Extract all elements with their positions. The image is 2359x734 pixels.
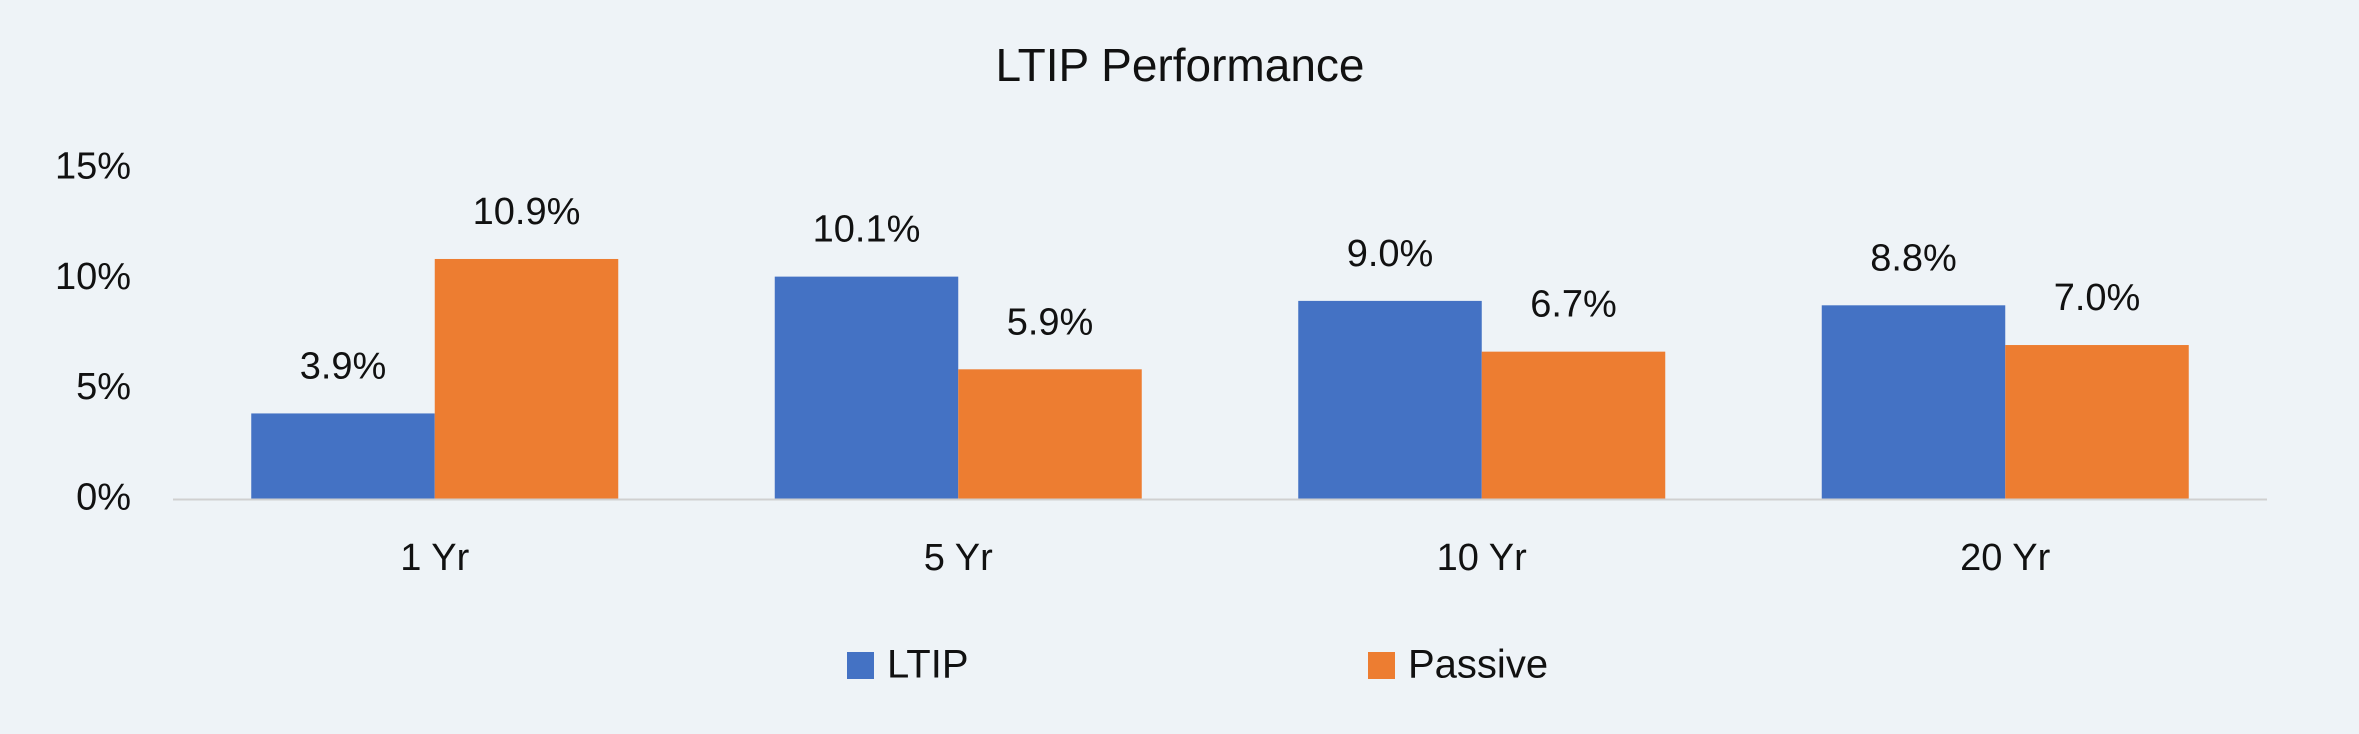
x-tick-label: 20 Yr xyxy=(1960,537,2050,579)
data-label: 8.8% xyxy=(1870,237,1957,279)
data-label: 10.1% xyxy=(813,209,921,251)
y-tick-label: 0% xyxy=(76,477,131,519)
data-label: 6.7% xyxy=(1530,284,1617,326)
bar xyxy=(1298,300,1482,500)
data-label: 7.0% xyxy=(2054,277,2141,319)
bar xyxy=(774,276,959,500)
y-tick-label: 15% xyxy=(55,146,131,188)
legend-label: LTIP xyxy=(887,643,969,687)
bar xyxy=(1481,351,1666,500)
data-label: 3.9% xyxy=(300,345,387,387)
data-label: 9.0% xyxy=(1347,233,1434,275)
data-label: 10.9% xyxy=(473,191,581,233)
data-label: 5.9% xyxy=(1007,301,1094,343)
legend-swatch xyxy=(1368,652,1395,679)
y-tick-label: 10% xyxy=(55,256,131,298)
bar xyxy=(434,258,619,500)
legend-label: Passive xyxy=(1408,643,1548,687)
bar xyxy=(2005,345,2189,500)
chart-title: LTIP Performance xyxy=(995,39,1364,91)
y-tick-label: 5% xyxy=(76,366,131,408)
x-tick-label: 1 Yr xyxy=(400,537,469,579)
bar xyxy=(251,413,435,500)
legend-swatch xyxy=(847,652,874,679)
bar xyxy=(958,369,1142,500)
x-tick-label: 5 Yr xyxy=(924,537,993,579)
x-tick-label: 10 Yr xyxy=(1437,537,1527,579)
bar xyxy=(1821,305,2006,500)
